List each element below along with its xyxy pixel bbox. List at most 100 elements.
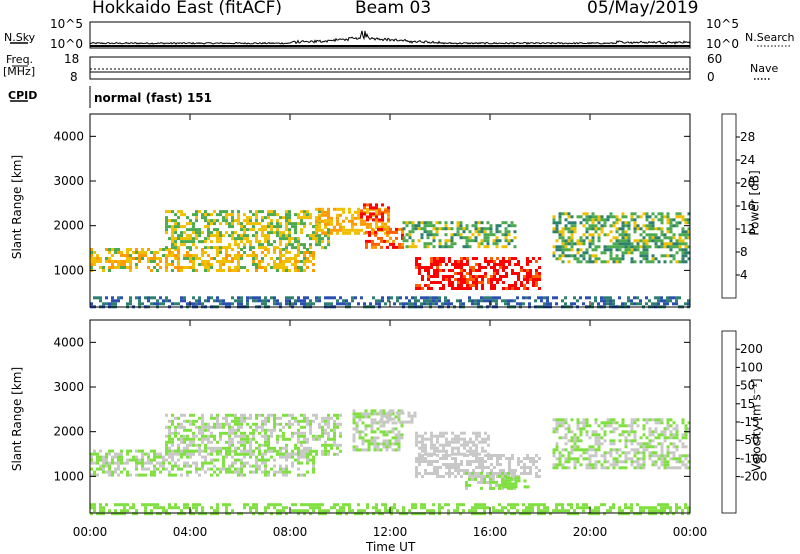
echo-cell xyxy=(468,245,472,249)
echo-cell xyxy=(165,512,168,516)
echo-cell xyxy=(228,422,231,426)
echo-cell xyxy=(567,260,571,264)
echo-cell xyxy=(454,466,457,469)
echo-cell xyxy=(666,302,669,306)
echo-cell xyxy=(315,296,318,300)
echo-cell xyxy=(472,257,475,260)
echo-cell xyxy=(384,207,387,211)
echo-cell xyxy=(300,251,303,254)
echo-cell xyxy=(451,437,454,441)
echo-cell xyxy=(597,439,601,443)
echo-cell xyxy=(666,254,670,258)
echo-cell xyxy=(216,248,219,251)
echo-cell xyxy=(666,506,669,510)
echo-cell xyxy=(654,509,657,513)
echo-cell xyxy=(457,449,460,453)
echo-cell xyxy=(576,421,580,425)
echo-cell xyxy=(165,434,168,438)
echo-cell xyxy=(207,467,210,471)
echo-cell xyxy=(249,254,252,257)
echo-cell xyxy=(168,512,171,516)
echo-cell xyxy=(523,466,526,469)
echo-cell xyxy=(123,254,126,257)
echo-cell xyxy=(315,299,318,303)
echo-cell xyxy=(582,257,586,261)
echo-cell xyxy=(405,233,409,237)
echo-cell xyxy=(318,213,321,217)
echo-cell xyxy=(367,442,371,446)
echo-cell xyxy=(123,266,126,269)
echo-cell xyxy=(492,486,495,490)
echo-cell xyxy=(588,466,592,470)
echo-cell xyxy=(378,212,381,216)
echo-cell xyxy=(657,466,661,470)
echo-cell xyxy=(237,263,240,266)
echo-cell xyxy=(642,248,646,252)
echo-cell xyxy=(276,234,279,238)
echo-cell xyxy=(189,422,192,426)
echo-cell xyxy=(333,413,336,417)
echo-cell xyxy=(612,302,615,306)
echo-cell xyxy=(276,437,279,441)
power-echo-layer xyxy=(90,203,691,309)
echo-cell xyxy=(570,503,573,507)
echo-cell xyxy=(445,275,448,278)
echo-cell xyxy=(162,458,165,462)
echo-cell xyxy=(471,302,474,306)
echo-cell xyxy=(312,458,315,462)
echo-cell xyxy=(489,227,493,231)
echo-cell xyxy=(297,243,300,247)
echo-cell xyxy=(483,230,487,234)
echo-cell xyxy=(243,437,246,441)
echo-cell xyxy=(177,512,180,516)
echo-cell xyxy=(567,451,571,455)
echo-cell xyxy=(501,506,504,510)
echo-cell xyxy=(489,471,492,475)
echo-cell xyxy=(363,509,366,513)
echo-cell xyxy=(243,228,246,232)
echo-cell xyxy=(270,503,273,507)
echo-cell xyxy=(243,225,246,229)
echo-cell xyxy=(585,236,589,240)
echo-cell xyxy=(493,284,496,287)
echo-cell xyxy=(558,460,562,464)
echo-cell xyxy=(585,457,589,461)
echo-cell xyxy=(651,236,655,240)
echo-cell xyxy=(327,422,330,426)
echo-cell xyxy=(285,422,288,426)
echo-cell xyxy=(267,248,270,251)
echo-cell xyxy=(552,430,556,434)
echo-cell xyxy=(552,251,556,255)
echo-cell xyxy=(612,430,616,434)
echo-cell xyxy=(684,248,688,252)
echo-cell xyxy=(252,506,255,510)
echo-cell xyxy=(591,433,595,437)
echo-cell xyxy=(483,245,487,249)
echo-cell xyxy=(498,503,501,507)
echo-cell xyxy=(285,446,288,450)
echo-cell xyxy=(339,225,342,229)
echo-cell xyxy=(141,254,144,257)
echo-cell xyxy=(675,436,679,440)
echo-cell xyxy=(90,254,93,257)
echo-cell xyxy=(475,434,478,438)
echo-cell xyxy=(234,257,237,260)
y-tick-label: 2000 xyxy=(53,219,84,233)
echo-cell xyxy=(460,269,463,272)
echo-cell xyxy=(395,236,398,240)
echo-cell xyxy=(228,443,231,447)
echo-cell xyxy=(267,419,270,423)
echo-cell xyxy=(324,443,327,447)
echo-cell xyxy=(192,296,195,300)
echo-cell xyxy=(525,296,528,300)
echo-cell xyxy=(492,506,495,510)
echo-cell xyxy=(252,257,255,260)
echo-cell xyxy=(594,230,598,234)
echo-cell xyxy=(594,257,598,261)
echo-cell xyxy=(585,424,589,428)
echo-cell xyxy=(261,234,264,238)
echo-cell xyxy=(180,266,183,269)
echo-cell xyxy=(132,257,135,260)
echo-cell xyxy=(246,302,249,306)
echo-cell xyxy=(555,227,559,231)
